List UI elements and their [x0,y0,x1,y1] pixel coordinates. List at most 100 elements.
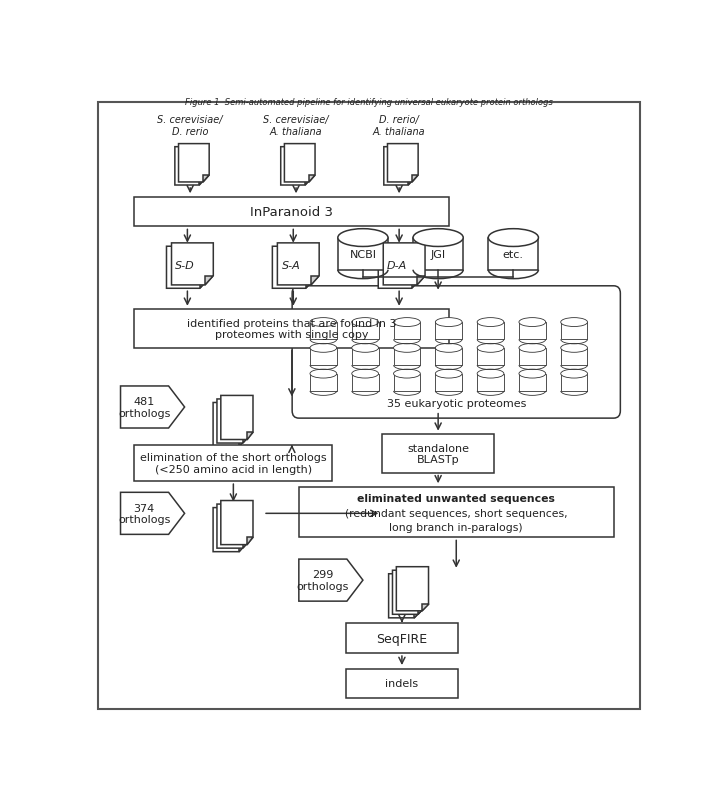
Text: SeqFIRE: SeqFIRE [376,632,428,645]
Polygon shape [414,611,421,618]
Ellipse shape [310,344,336,353]
Polygon shape [311,277,319,286]
Polygon shape [299,560,363,602]
Ellipse shape [477,344,504,353]
Polygon shape [378,247,420,289]
Polygon shape [217,504,249,549]
Bar [477,348,504,366]
Ellipse shape [310,370,336,379]
Polygon shape [221,396,253,440]
Ellipse shape [436,344,462,353]
Bar [393,348,421,366]
Bar [477,322,504,340]
Text: indels: indels [385,678,418,688]
Polygon shape [306,179,311,186]
Text: 481
orthologs: 481 orthologs [118,397,170,419]
Text: NCBI: NCBI [349,249,377,259]
Text: S-D: S-D [175,261,195,271]
Ellipse shape [519,318,546,327]
Polygon shape [417,277,425,286]
Polygon shape [384,148,414,186]
Ellipse shape [352,344,378,353]
Ellipse shape [413,229,463,247]
Polygon shape [388,144,418,183]
Polygon shape [199,179,206,186]
Ellipse shape [393,318,421,327]
Bar [352,348,378,366]
Ellipse shape [393,344,421,353]
Bar [519,374,546,391]
Bar [352,374,378,391]
Polygon shape [383,244,425,286]
Bar [393,374,421,391]
Text: long branch in-paralogs): long branch in-paralogs) [390,523,523,533]
Text: S. cerevisiae/
D. rerio: S. cerevisiae/ D. rerio [157,115,223,136]
Polygon shape [213,508,245,552]
Ellipse shape [488,229,539,247]
Bar [347,669,457,699]
Bar [519,348,546,366]
Polygon shape [121,492,185,535]
Ellipse shape [477,318,504,327]
Bar [310,374,336,391]
Ellipse shape [561,370,587,379]
Polygon shape [280,148,311,186]
Polygon shape [217,399,249,444]
Text: S. cerevisiae/
A. thaliana: S. cerevisiae/ A. thaliana [263,115,329,136]
Polygon shape [221,501,253,545]
Ellipse shape [352,370,378,379]
Ellipse shape [477,370,504,379]
Polygon shape [213,403,245,447]
Polygon shape [205,277,214,286]
Ellipse shape [519,344,546,353]
Polygon shape [247,538,253,545]
Polygon shape [306,280,314,289]
Polygon shape [175,148,206,186]
Polygon shape [243,436,249,444]
Bar [134,310,449,348]
Polygon shape [200,280,209,289]
Bar [488,238,539,270]
Polygon shape [243,541,249,549]
Text: eliminated unwanted sequences: eliminated unwanted sequences [357,494,555,504]
Bar [561,374,587,391]
Polygon shape [422,604,429,611]
Bar [352,322,378,340]
Polygon shape [408,179,414,186]
Ellipse shape [338,229,388,247]
Ellipse shape [436,318,462,327]
Bar [477,374,504,391]
Bar [134,197,449,227]
Polygon shape [172,244,214,286]
Bar [561,348,587,366]
Polygon shape [412,176,418,183]
Polygon shape [178,144,209,183]
Polygon shape [167,247,209,289]
Polygon shape [239,439,245,447]
Text: D. rerio/
A. thaliana: D. rerio/ A. thaliana [373,115,426,136]
Text: elimination of the short orthologs
(<250 amino acid in length): elimination of the short orthologs (<250… [140,453,326,475]
Text: JGI: JGI [431,249,446,259]
Polygon shape [393,570,425,614]
Text: (redundant sequences, short sequences,: (redundant sequences, short sequences, [345,508,567,518]
Bar [393,322,421,340]
Bar [436,374,462,391]
Text: 299
orthologs: 299 orthologs [296,569,349,591]
Text: 374
orthologs: 374 orthologs [118,503,170,525]
Ellipse shape [561,318,587,327]
FancyBboxPatch shape [292,286,620,419]
Text: standalone
BLASTp: standalone BLASTp [407,443,469,464]
Polygon shape [247,433,253,440]
Polygon shape [418,607,425,614]
Polygon shape [239,545,245,552]
Ellipse shape [519,370,546,379]
Bar [347,624,457,654]
Polygon shape [388,574,421,618]
Polygon shape [396,567,429,611]
Text: D-A: D-A [387,261,407,271]
Bar [134,446,332,481]
Bar [436,322,462,340]
Text: identified proteins that are found in 3
proteomes with single copy: identified proteins that are found in 3 … [187,318,397,340]
Text: Figure 1  Semi-automated pipeline for identifying universal eukaryote protein or: Figure 1 Semi-automated pipeline for ide… [185,98,552,107]
Text: InParanoid 3: InParanoid 3 [250,206,334,219]
